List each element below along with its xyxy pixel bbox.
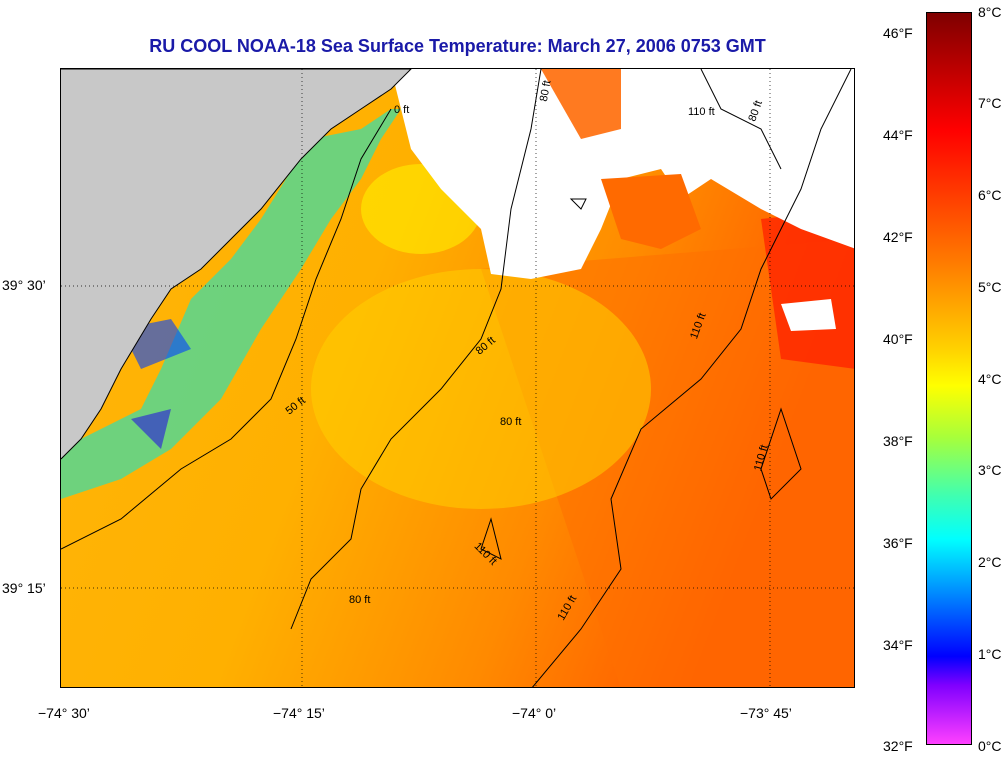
x-tick-label: −74° 15’ xyxy=(273,705,325,721)
temperature-colorbar xyxy=(926,12,972,745)
colorbar-celsius-label: 5°C xyxy=(978,279,1002,295)
cold-coastal-water xyxy=(131,409,171,449)
contour-label: 0 ft xyxy=(394,104,410,116)
colorbar-fahrenheit-label: 40°F xyxy=(883,331,913,347)
colorbar-fahrenheit-label: 46°F xyxy=(883,25,913,41)
sea-patch xyxy=(541,69,621,139)
x-tick-label: −73° 45’ xyxy=(740,705,792,721)
contour-label: 80 ft xyxy=(500,416,522,428)
graticule xyxy=(61,69,854,687)
colorbar-fahrenheit-label: 44°F xyxy=(883,127,913,143)
colorbar-fahrenheit-label: 38°F xyxy=(883,433,913,449)
sea-patch xyxy=(601,174,701,249)
colorbar-celsius-label: 8°C xyxy=(978,4,1002,20)
cool-patch xyxy=(311,269,651,509)
cloud-mask xyxy=(391,69,854,279)
land-mass xyxy=(61,69,411,459)
x-tick-label: −74° 30’ xyxy=(38,705,90,721)
x-tick-label: −74° 0’ xyxy=(512,705,557,721)
bathymetry-contours xyxy=(61,69,852,687)
y-tick-label: 39° 30’ xyxy=(2,277,46,293)
coastline xyxy=(61,69,412,460)
contour-label: 110 ft xyxy=(688,106,715,118)
cloud-mask xyxy=(781,299,836,331)
colorbar-fahrenheit-label: 36°F xyxy=(883,535,913,551)
colorbar-fahrenheit-label: 34°F xyxy=(883,637,913,653)
colorbar-fahrenheit-label: 32°F xyxy=(883,738,913,754)
sst-map[interactable] xyxy=(60,68,855,688)
cold-coastal-water xyxy=(61,109,401,499)
contour-label: 80 ft xyxy=(349,594,371,606)
map-title: RU COOL NOAA-18 Sea Surface Temperature:… xyxy=(149,36,766,56)
colorbar-fahrenheit-label: 42°F xyxy=(883,229,913,245)
sst-map-canvas xyxy=(61,69,854,687)
colorbar-celsius-label: 1°C xyxy=(978,646,1002,662)
colorbar-celsius-label: 2°C xyxy=(978,554,1002,570)
colorbar-celsius-label: 4°C xyxy=(978,371,1002,387)
colorbar-celsius-label: 3°C xyxy=(978,462,1002,478)
y-tick-label: 39° 15’ xyxy=(2,580,46,596)
colorbar-celsius-label: 0°C xyxy=(978,738,1002,754)
colorbar-celsius-label: 7°C xyxy=(978,95,1002,111)
colorbar-celsius-label: 6°C xyxy=(978,187,1002,203)
